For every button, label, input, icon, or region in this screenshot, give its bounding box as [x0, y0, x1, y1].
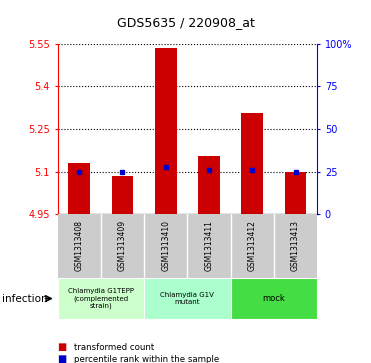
Bar	[144, 278, 231, 319]
Text: GSM1313411: GSM1313411	[204, 220, 213, 272]
Bar	[155, 48, 177, 214]
Text: GSM1313413: GSM1313413	[291, 220, 300, 272]
Text: GSM1313408: GSM1313408	[75, 220, 83, 272]
Text: GSM1313412: GSM1313412	[248, 220, 257, 272]
Bar	[58, 278, 144, 319]
Text: percentile rank within the sample: percentile rank within the sample	[74, 355, 220, 363]
Bar	[285, 172, 306, 214]
Bar	[242, 113, 263, 214]
Bar	[231, 278, 317, 319]
Text: mock: mock	[263, 294, 285, 303]
Text: GSM1313410: GSM1313410	[161, 220, 170, 272]
Text: ■: ■	[58, 354, 67, 363]
Text: Chlamydia G1TEPP
(complemented
strain): Chlamydia G1TEPP (complemented strain)	[68, 288, 134, 309]
Text: Chlamydia G1V
mutant: Chlamydia G1V mutant	[160, 292, 214, 305]
Bar	[68, 163, 90, 214]
Bar	[198, 156, 220, 214]
Text: GDS5635 / 220908_at: GDS5635 / 220908_at	[116, 16, 255, 29]
Text: infection: infection	[2, 294, 47, 303]
Text: transformed count: transformed count	[74, 343, 154, 352]
Bar	[112, 176, 133, 214]
Text: ■: ■	[58, 342, 67, 352]
Text: GSM1313409: GSM1313409	[118, 220, 127, 272]
